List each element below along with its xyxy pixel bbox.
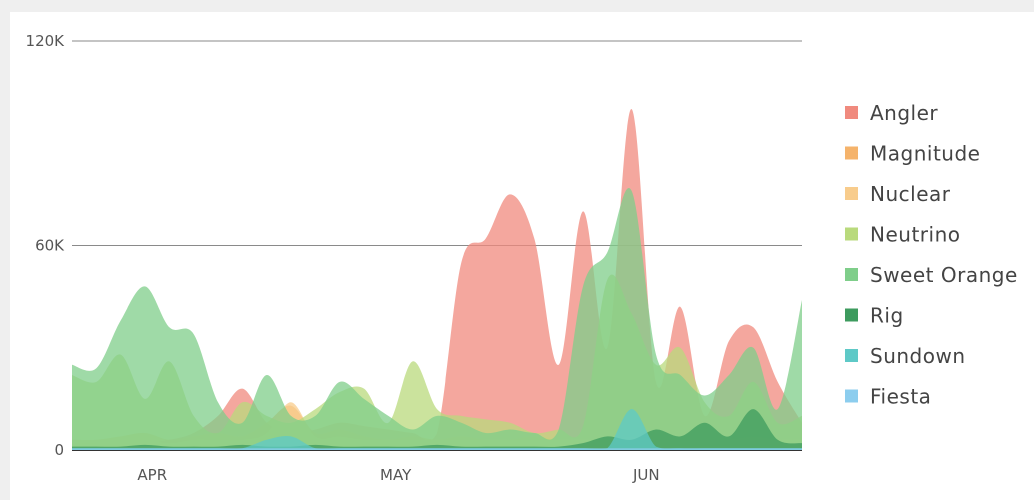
legend-swatch <box>845 187 858 200</box>
legend: Angler Magnitude Nuclear Neutrino Sweet Oran… <box>845 101 1018 409</box>
legend-swatch <box>845 308 858 322</box>
legend-label: Nuclear <box>870 182 951 206</box>
axis-labels: 0 60K 120K APR MAY JUN <box>26 32 660 484</box>
legend-label: Fiesta <box>870 385 931 409</box>
chart-card: 0 60K 120K APR MAY JUN Angler Magnitude Nuclear… <box>10 12 1034 500</box>
series-areas <box>72 109 802 450</box>
legend-swatch <box>845 227 858 241</box>
x-tick-label: JUN <box>632 466 660 484</box>
legend-label: Rig <box>870 304 904 328</box>
area-sweet-orange <box>72 188 802 450</box>
area-chart: 0 60K 120K APR MAY JUN Angler Magnitude Nuclear… <box>26 32 1018 484</box>
y-tick-label: 60K <box>35 237 65 255</box>
legend-swatch <box>845 146 858 160</box>
y-tick-label: 0 <box>54 441 64 459</box>
legend-swatch <box>845 349 858 362</box>
area-fiesta <box>72 448 802 450</box>
legend-label: Angler <box>870 101 938 125</box>
legend-swatch <box>845 106 858 119</box>
area-sundown <box>72 409 802 450</box>
legend-label: Neutrino <box>870 223 960 247</box>
x-tick-label: MAY <box>380 466 412 484</box>
legend-label: Sundown <box>870 344 966 368</box>
legend-label: Sweet Orange <box>870 263 1018 287</box>
legend-swatch <box>845 268 858 281</box>
legend-label: Magnitude <box>870 142 980 166</box>
x-tick-label: APR <box>137 466 167 484</box>
y-tick-label: 120K <box>26 32 66 50</box>
legend-swatch <box>845 389 858 403</box>
